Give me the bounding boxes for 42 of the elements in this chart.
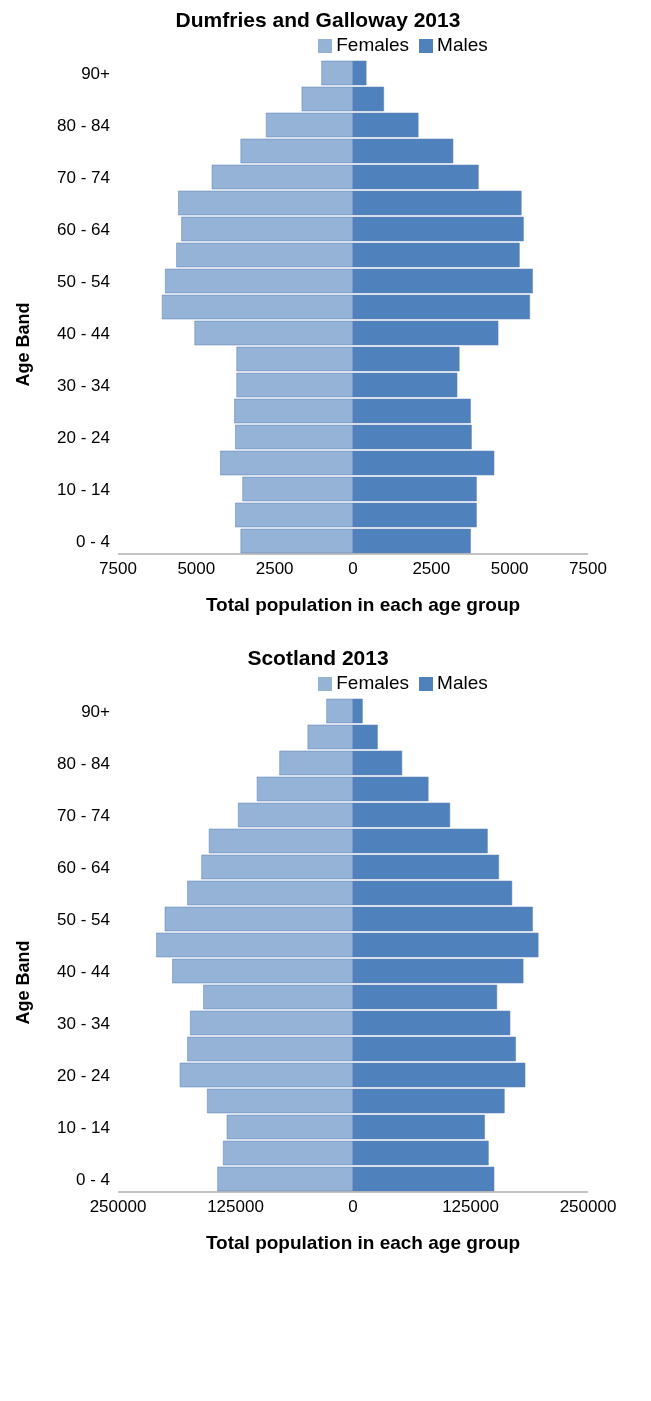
x-axis-title: Total population in each age group bbox=[204, 594, 522, 616]
legend-label: Males bbox=[437, 34, 488, 55]
y-tick-label: 10 - 14 bbox=[57, 480, 110, 500]
y-tick-label: 10 - 14 bbox=[57, 1118, 110, 1138]
x-tick-label: 7500 bbox=[569, 559, 607, 579]
legend-label: Males bbox=[437, 672, 488, 693]
y-tick-label: 90+ bbox=[81, 702, 111, 722]
y-tick-label: 60 - 64 bbox=[57, 220, 110, 240]
y-tick-label: 60 - 64 bbox=[57, 858, 110, 878]
x-tick-label: 5000 bbox=[490, 559, 529, 579]
x-tick-label: 2500 bbox=[255, 559, 294, 579]
x-tick-label: 5000 bbox=[177, 559, 216, 579]
x-tick-label: 2500 bbox=[412, 559, 451, 579]
y-tick-label: 50 - 54 bbox=[57, 910, 110, 930]
y-tick-label: 50 - 54 bbox=[57, 272, 110, 292]
y-tick-label: 20 - 24 bbox=[57, 1066, 110, 1086]
y-tick-label: 20 - 24 bbox=[57, 428, 110, 448]
y-axis-title: Age Band bbox=[12, 939, 34, 1025]
chart-title: Dumfries and Galloway 2013 bbox=[174, 8, 462, 32]
x-tick-label: 250000 bbox=[559, 1197, 617, 1217]
y-tick-label: 0 - 4 bbox=[75, 1170, 110, 1190]
y-tick-label: 30 - 34 bbox=[57, 376, 110, 396]
x-tick-label: 125000 bbox=[207, 1197, 264, 1217]
y-tick-label: 70 - 74 bbox=[57, 806, 110, 826]
legend-label: Females bbox=[336, 34, 410, 55]
x-tick-label: 0 bbox=[348, 559, 358, 579]
y-tick-label: 70 - 74 bbox=[57, 168, 110, 188]
y-tick-label: 80 - 84 bbox=[57, 754, 110, 774]
y-tick-label: 80 - 84 bbox=[57, 116, 110, 136]
x-tick-label: 125000 bbox=[442, 1197, 499, 1217]
y-axis-title: Age Band bbox=[12, 301, 34, 387]
y-tick-label: 30 - 34 bbox=[57, 1014, 110, 1034]
x-axis-title: Total population in each age group bbox=[204, 1232, 522, 1254]
y-tick-label: 90+ bbox=[81, 64, 111, 84]
y-tick-label: 0 - 4 bbox=[75, 532, 110, 552]
x-tick-label: 0 bbox=[348, 1197, 358, 1217]
y-tick-label: 40 - 44 bbox=[57, 324, 110, 344]
legend-label: Females bbox=[336, 672, 410, 693]
chart-title: Scotland 2013 bbox=[246, 646, 390, 670]
x-tick-label: 250000 bbox=[89, 1197, 147, 1217]
y-tick-label: 40 - 44 bbox=[57, 962, 110, 982]
x-tick-label: 7500 bbox=[99, 559, 137, 579]
